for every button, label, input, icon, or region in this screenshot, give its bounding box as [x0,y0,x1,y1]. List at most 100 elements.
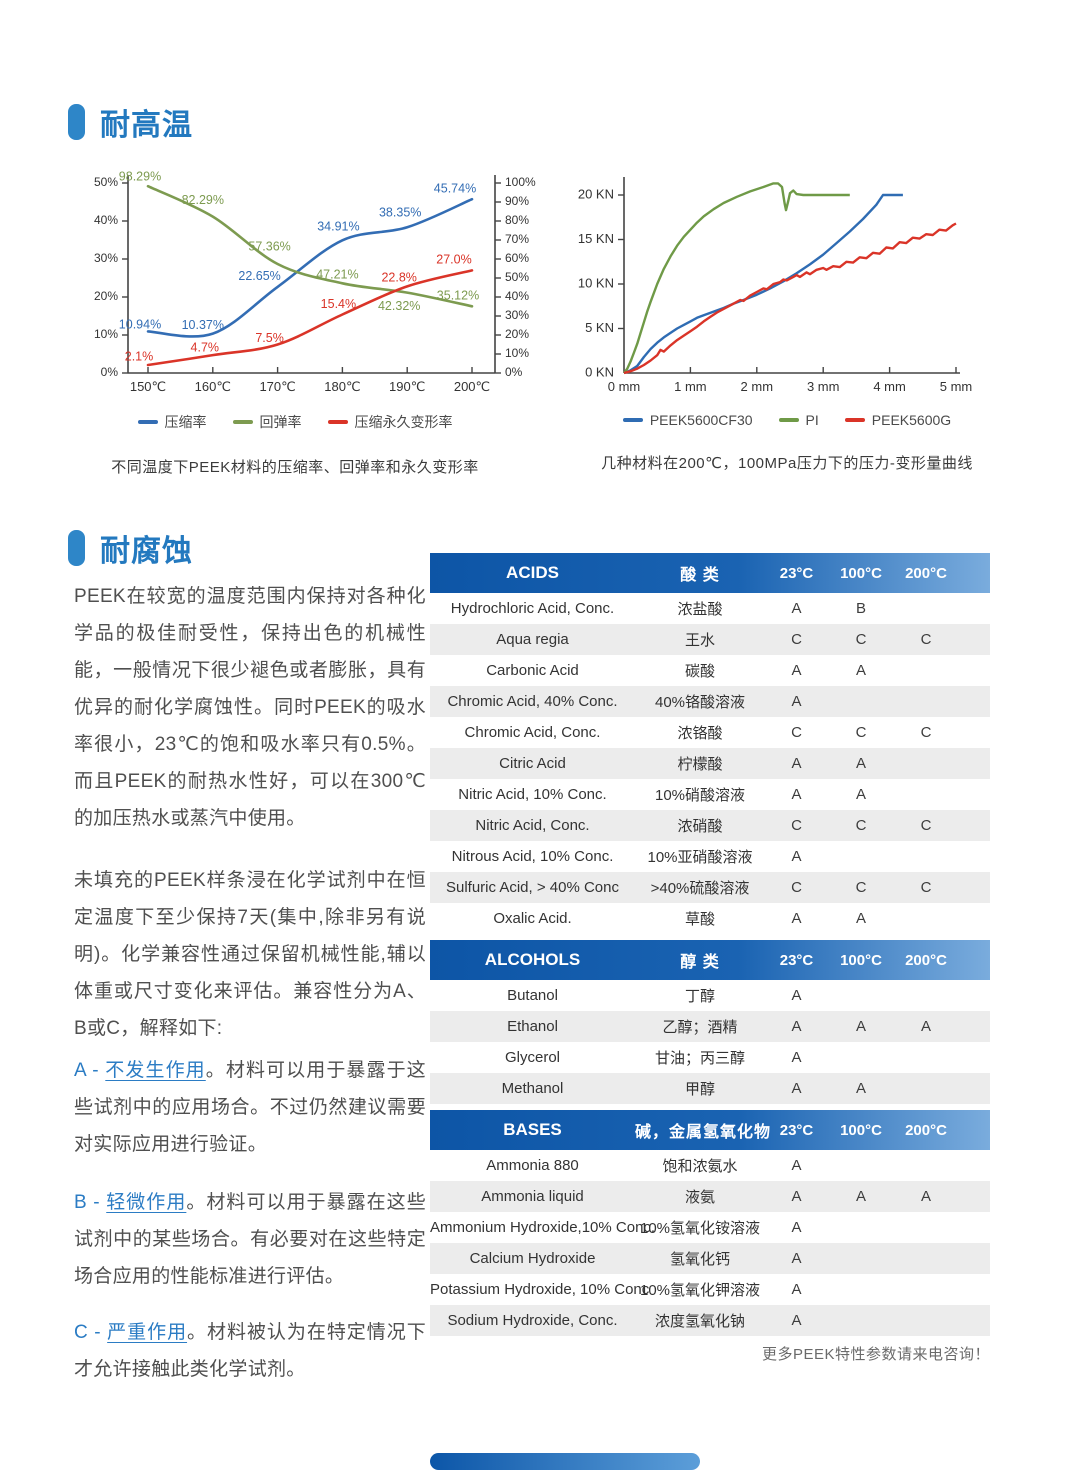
cell-grade: C [791,879,802,896]
cell-name-zh: 液氨 [684,1189,715,1206]
cell-name-en: Glycerol [504,1049,560,1066]
cell-grade: C [920,879,932,896]
section-title-corrosion: 耐腐蚀 [100,535,193,568]
table-group-header-bases: BASES 碱，金属氢氧化物 23°C 100°C 200°C [430,1110,990,1150]
legend-label: PI [805,412,819,428]
cell-grade: A [920,1018,931,1035]
svg-text:90%: 90% [505,194,529,208]
section-marker-icon [68,104,85,140]
svg-text:40%: 40% [505,289,529,303]
series-压缩永久变形率 [146,269,474,367]
cell-grade: A [855,662,866,679]
table-group-bases: BASES 碱，金属氢氧化物 23°C 100°C 200°C Ammonia 880 饱和… [430,1110,990,1336]
table-group-acids: ACIDS 酸 类 23°C 100°C 200°C Hydrochloric Acid,… [430,553,990,934]
cell-name-en: Nitrous Acid, 10% Conc. [451,848,614,865]
svg-text:3 mm: 3 mm [807,379,840,394]
table-row: Ammonia 880 饱和浓氨水 A [430,1150,990,1181]
cell-grade: C [920,724,932,741]
temp-header: 200°C [905,951,947,969]
legend-item: 压缩率 [137,412,207,432]
svg-text:190℃: 190℃ [389,379,425,394]
group-title-en: ACIDS [506,563,559,582]
legend-item: PEEK5600CF30 [622,412,753,428]
definition-c-term: 严重作用 [107,1322,188,1343]
series-PEEK5600CF30 [623,193,903,375]
cell-grade: C [920,631,932,648]
cell-grade: A [791,693,802,710]
section-marker-icon [68,530,85,566]
definition-c-letter: C - [74,1322,108,1343]
cell-name-zh: 浓硝酸 [677,818,723,835]
cell-grade: C [791,724,802,741]
svg-text:1 mm: 1 mm [674,379,707,394]
table-row: Oxalic Acid. 草酸 A A [430,903,990,934]
cell-name-en: Sulfuric Acid, > 40% Conc [445,879,619,896]
svg-text:15 KN: 15 KN [578,231,614,246]
cell-grade: A [855,1188,866,1205]
definition-c: C - 严重作用。材料被认为在特定情况下才允许接触此类化学试剂。 [74,1314,426,1388]
cell-name-zh: 饱和浓氨水 [662,1158,738,1175]
svg-text:50%: 50% [505,270,529,284]
cell-grade: C [791,817,802,834]
cell-name-en: Oxalic Acid. [493,910,572,927]
cell-name-zh: 碳酸 [684,663,715,680]
legend-label: 回弹率 [259,414,302,430]
svg-text:20 KN: 20 KN [578,186,614,201]
svg-text:180℃: 180℃ [324,379,360,394]
chart1-caption: 不同温度下PEEK材料的压缩率、回弹率和永久变形率 [111,459,479,476]
cell-name-en: Potassium Hydroxide, 10% Conc [430,1281,650,1298]
cell-name-en: Ethanol [507,1018,558,1035]
svg-text:4 mm: 4 mm [873,379,906,394]
svg-text:10 KN: 10 KN [578,275,614,290]
data-label: 34.91% [317,220,359,234]
cell-name-en: Ammonium Hydroxide,10% Conc. [430,1219,656,1236]
table-row: Calcium Hydroxide 氢氧化钙 A [430,1243,990,1274]
legend-label: 压缩率 [164,414,207,430]
definition-b-letter: B - [74,1192,107,1213]
cell-name-zh: 浓盐酸 [677,601,723,618]
svg-text:2 mm: 2 mm [741,379,774,394]
svg-text:5 mm: 5 mm [940,379,973,394]
cell-grade: A [855,1018,866,1035]
svg-text:100%: 100% [505,175,536,189]
cell-name-en: Aqua regia [496,631,569,648]
table-row: Methanol 甲醇 A A [430,1073,990,1104]
cell-name-en: Nitric Acid, 10% Conc. [458,786,607,803]
cell-grade: B [855,600,866,617]
temp-header: 23°C [779,951,814,969]
svg-text:0%: 0% [505,365,523,379]
cell-name-zh: 丁醇 [684,988,715,1005]
cell-name-en: Hydrochloric Acid, Conc. [450,600,615,617]
cell-grade: A [791,1312,802,1329]
table-row: Carbonic Acid 碳酸 A A [430,655,990,686]
svg-text:150℃: 150℃ [130,379,166,394]
cell-grade: C [791,631,802,648]
definition-b-term: 轻微作用 [106,1192,187,1213]
cell-name-zh: 草酸 [684,911,715,928]
table-row: Nitric Acid, Conc. 浓硝酸 C C C [430,810,990,841]
temp-header: 23°C [779,1121,814,1139]
svg-text:200℃: 200℃ [454,379,490,394]
table-group-header-acids: ACIDS 酸 类 23°C 100°C 200°C [430,553,990,593]
svg-text:80%: 80% [505,213,529,227]
cell-name-zh: 甘油；丙三醇 [654,1050,745,1067]
cell-grade: A [791,1250,802,1267]
section-title-heat: 耐高温 [100,109,193,142]
data-label: 10.94% [119,318,161,332]
table-row: Sodium Hydroxide, Conc. 浓度氢氧化钠 A [430,1305,990,1336]
cell-name-en: Nitric Acid, Conc. [475,817,590,834]
table-row: Butanol 丁醇 A [430,980,990,1011]
svg-text:50%: 50% [94,175,118,189]
svg-text:20%: 20% [94,289,118,303]
cell-name-en: Chromic Acid, Conc. [464,724,601,741]
chart1-block: 0% 10% 20% 30% 40% 50% 0% 10% 20% 30% 40% 50% 60% 70%… [70,155,536,477]
definition-b-desc: 。材料可以用于暴露在这些试剂中的某些场合。有必要对在这些特定场合应用的性能标准进… [74,1192,426,1287]
intro-paragraph-1: PEEK在较宽的温度范围内保持对各种化学品的极佳耐受性，保持出色的机械性能，一般… [74,586,426,829]
temp-header: 23°C [779,564,814,582]
data-label: 4.7% [191,340,220,354]
data-label: 98.29% [119,170,161,184]
data-label: 27.0% [436,253,471,267]
table-row: Sulfuric Acid, > 40% Conc >40%硫酸溶液 C C C [430,872,990,903]
cell-name-en: Sodium Hydroxide, Conc. [447,1312,618,1329]
legend-item: 回弹率 [232,412,302,432]
